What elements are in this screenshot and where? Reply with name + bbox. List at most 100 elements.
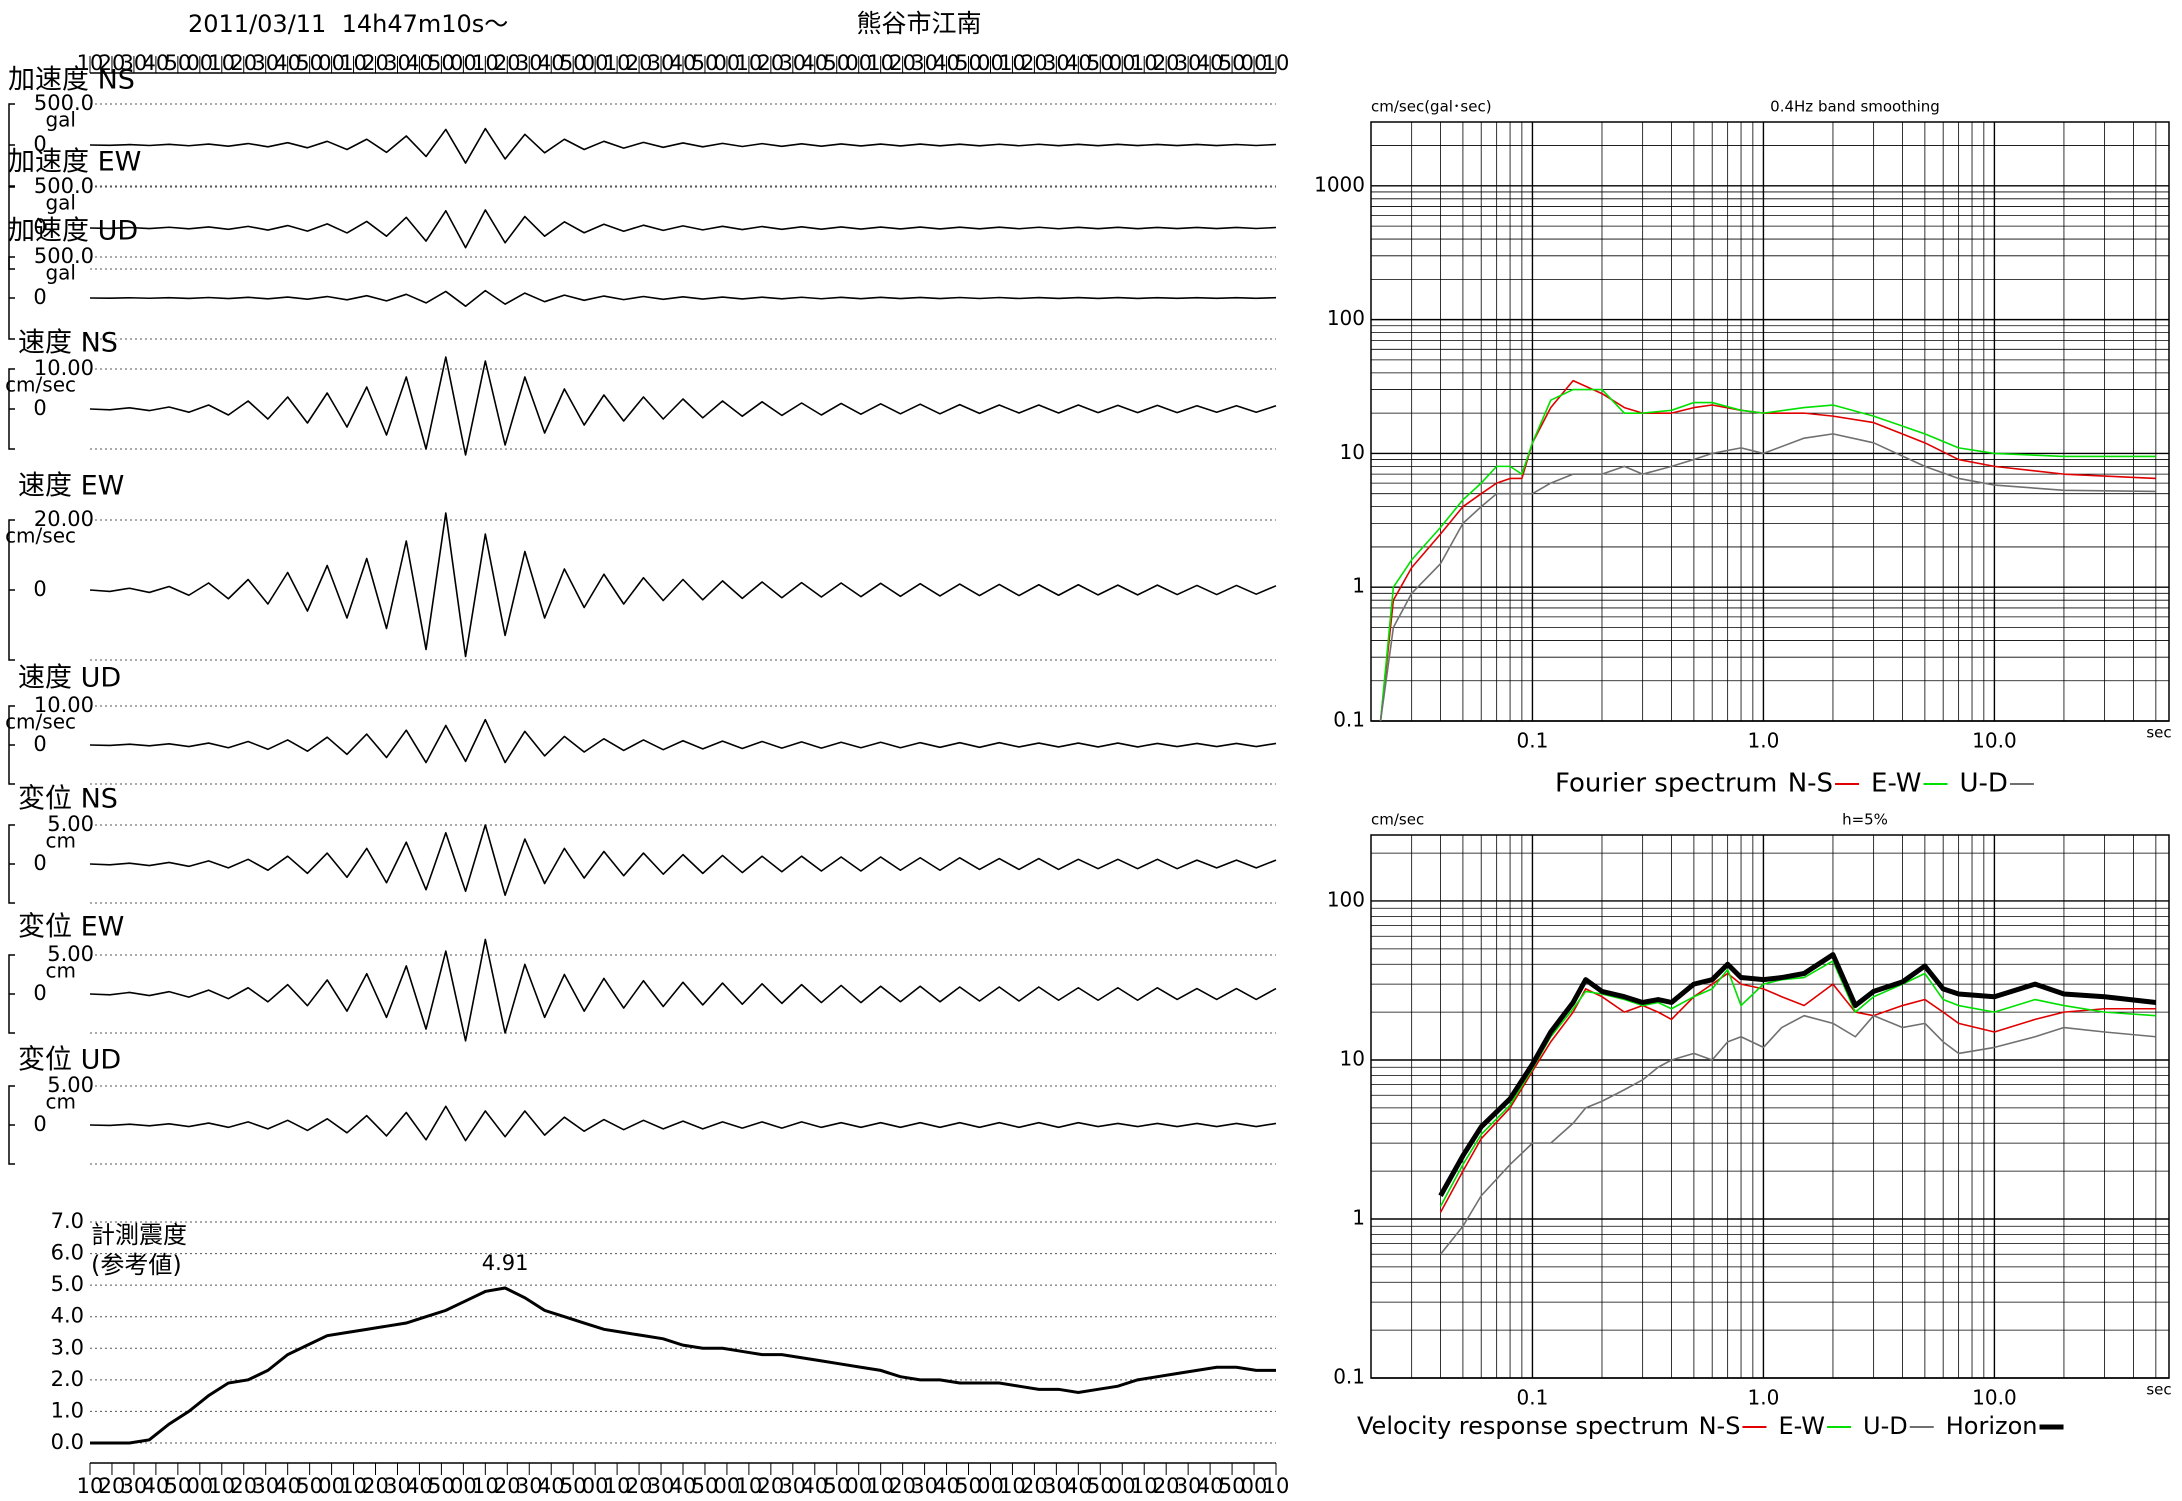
zero-label: 0 <box>33 981 46 1005</box>
legend-title: Velocity response spectrum <box>1357 1412 1689 1440</box>
y-tick-label: 0.0 <box>51 1430 84 1454</box>
x-tick-label: 00 <box>977 1474 1004 1498</box>
x-tick-label: 20 <box>626 51 653 75</box>
x-tick-label: 50 <box>560 1474 587 1498</box>
waveform <box>89 209 1277 249</box>
x-tick-label: 1.0 <box>1748 1386 1780 1410</box>
trace-name: 速度 EW <box>18 471 124 502</box>
x-tick-label: 30 <box>516 1474 543 1498</box>
y-axis-note: (参考値) <box>91 1251 182 1279</box>
y-tick-label: 1 <box>1352 1205 1365 1229</box>
scale-label: 500.0 <box>34 91 94 115</box>
x-tick-label: 50 <box>692 51 719 75</box>
x-tick-label: 50 <box>692 1474 719 1498</box>
zero-label: 0 <box>33 285 46 309</box>
x-tick-label: 20 <box>230 51 257 75</box>
x-tick-label: 40 <box>670 1474 697 1498</box>
trace-name: 加速度 EW <box>8 147 141 178</box>
x-tick-label: 40 <box>1065 51 1092 75</box>
y-tick-label: 1 <box>1352 574 1365 598</box>
x-tick-label: 40 <box>1197 1474 1224 1498</box>
x-tick-label: 10 <box>867 51 894 75</box>
trace-name: 速度 UD <box>18 663 121 694</box>
x-tick-label: 20 <box>889 51 916 75</box>
zero-label: 0 <box>33 1112 46 1136</box>
legend-label: U-D <box>1863 1412 1908 1440</box>
x-tick-label: 00 <box>318 1474 345 1498</box>
zero-label: 0 <box>33 732 46 756</box>
x-tick-label: 00 <box>845 1474 872 1498</box>
y-tick-label: 10 <box>1340 440 1365 464</box>
zero-label: 0 <box>33 215 46 239</box>
x-tick-label: 30 <box>121 1474 148 1498</box>
x-tick-label: 40 <box>670 51 697 75</box>
x-tick-label: 50 <box>296 1474 323 1498</box>
spectrum-line <box>1379 433 2156 722</box>
x-tick-label: 30 <box>1043 1474 1070 1498</box>
spectrum-line <box>1438 952 2157 1197</box>
x-tick-label: 10.0 <box>1972 1386 2017 1410</box>
y-tick-label: 100 <box>1327 887 1365 911</box>
x-tick-label: 40 <box>933 51 960 75</box>
trace-name: 変位 NS <box>18 784 118 815</box>
x-tick-label: 10 <box>472 51 499 75</box>
x-tick-label: 30 <box>252 1474 279 1498</box>
x-tick-label: 50 <box>1087 1474 1114 1498</box>
x-tick-label: 20 <box>494 51 521 75</box>
x-tick-label: 00 <box>1109 1474 1136 1498</box>
x-tick-label: 40 <box>143 1474 170 1498</box>
x-tick-label: 10 <box>472 1474 499 1498</box>
x-tick-label: 30 <box>1043 51 1070 75</box>
y-tick-label: 100 <box>1327 306 1365 330</box>
x-tick-label: 50 <box>1219 51 1246 75</box>
x-tick-label: 20 <box>626 1474 653 1498</box>
legend-label: E-W <box>1778 1412 1825 1440</box>
y-axis-label: cm/sec(gal･sec) <box>1371 98 1492 116</box>
x-tick-label: 10 <box>208 51 235 75</box>
x-tick-label: 30 <box>1175 1474 1202 1498</box>
y-tick-label: 1000 <box>1314 172 1365 196</box>
x-tick-label: 40 <box>143 51 170 75</box>
x-tick-label: 00 <box>845 51 872 75</box>
x-tick-label: 00 <box>318 51 345 75</box>
x-tick-label: 10 <box>867 1474 894 1498</box>
x-tick-label: 20 <box>1153 51 1180 75</box>
x-tick-label: 40 <box>801 51 828 75</box>
unit-label: cm/sec <box>5 710 76 734</box>
x-tick-label: 10 <box>604 51 631 75</box>
x-tick-label: 20 <box>1021 51 1048 75</box>
zero-label: 0 <box>33 851 46 875</box>
peak-label: 4.91 <box>482 1251 529 1275</box>
x-tick-label: 50 <box>955 1474 982 1498</box>
unit-label: cm/sec <box>5 373 76 397</box>
x-tick-label: 40 <box>933 1474 960 1498</box>
x-tick-label: 20 <box>1153 1474 1180 1498</box>
x-tick-label: 20 <box>757 51 784 75</box>
scale-label: 20.00 <box>34 507 94 531</box>
unit-label: cm/sec <box>5 524 76 548</box>
x-tick-label: 00 <box>582 51 609 75</box>
x-tick-label: 40 <box>406 1474 433 1498</box>
waveform <box>89 356 1277 456</box>
legend-label: Horizon <box>1946 1412 2038 1440</box>
x-tick-label: 10 <box>1131 51 1158 75</box>
plot-frame <box>1370 121 2170 722</box>
x-tick-label: 50 <box>1219 1474 1246 1498</box>
x-tick-label: 10 <box>604 1474 631 1498</box>
x-tick-label: 30 <box>384 1474 411 1498</box>
x-tick-label: 40 <box>1197 51 1224 75</box>
x-tick-label: 20 <box>230 1474 257 1498</box>
unit-label: cm <box>46 829 76 853</box>
x-tick-label: 50 <box>164 1474 191 1498</box>
x-tick-label: 20 <box>757 1474 784 1498</box>
x-tick-label: 50 <box>955 51 982 75</box>
x-tick-label: 50 <box>823 1474 850 1498</box>
x-tick-label: 50 <box>823 51 850 75</box>
scale-label: 5.00 <box>47 1073 94 1097</box>
trace-name: 速度 NS <box>18 328 118 359</box>
trace-name: 変位 EW <box>18 912 124 943</box>
y-tick-label: 3.0 <box>51 1335 84 1359</box>
x-tick-label: 10 <box>1263 1474 1290 1498</box>
legend-label: U-D <box>1960 769 2008 799</box>
